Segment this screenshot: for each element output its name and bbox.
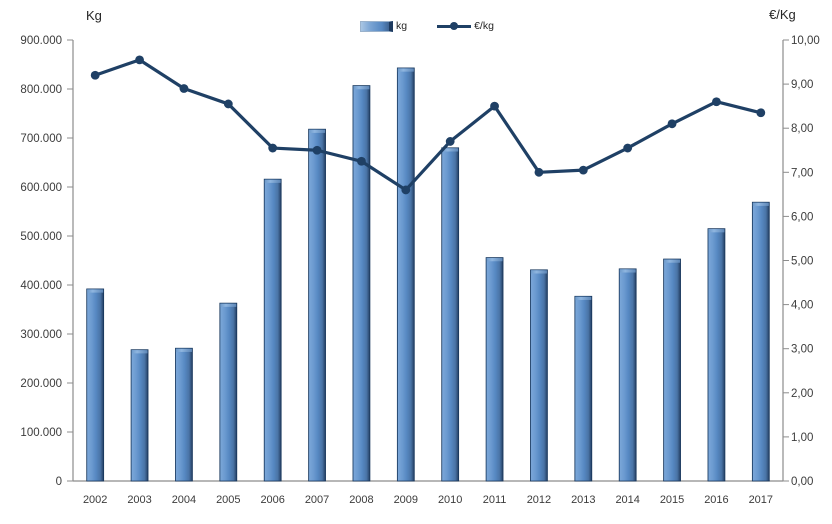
line-point-2008	[357, 156, 366, 166]
legend-item-kg: kg	[360, 20, 407, 32]
y-right-tick-label: 7,00	[791, 167, 813, 179]
x-label-2003: 2003	[127, 494, 151, 506]
bar-cap-2015	[664, 259, 681, 263]
bar-cap-2017	[752, 202, 769, 206]
x-label-2012: 2012	[527, 494, 551, 506]
bar-2017	[751, 201, 770, 482]
bar-cap-2008	[353, 86, 370, 90]
x-label-2002: 2002	[83, 494, 107, 506]
x-label-2009: 2009	[394, 494, 418, 506]
y-right-tick-label: 5,00	[791, 256, 813, 268]
bar-cap-2010	[442, 148, 459, 152]
line-point-2014	[623, 143, 633, 153]
line-point-2011	[490, 101, 499, 111]
y-right-tick-label: 1,00	[791, 432, 813, 444]
y-left-tick-label: 500.000	[20, 231, 62, 243]
bar-cap-2007	[309, 129, 326, 133]
x-label-2007: 2007	[305, 494, 329, 506]
legend: kg €/kg	[360, 20, 494, 32]
y-left-tick-label: 100.000	[20, 427, 62, 439]
x-label-2013: 2013	[571, 494, 595, 506]
x-label-2010: 2010	[438, 494, 462, 506]
y-left-tick-label: 300.000	[20, 329, 62, 341]
line-point-2009	[401, 185, 411, 195]
bar-2007	[308, 128, 326, 482]
y-right-tick-label: 6,00	[791, 211, 813, 223]
price-line	[93, 58, 763, 192]
y-right-tick-label: 9,00	[791, 79, 813, 91]
bar-2003	[130, 349, 149, 482]
line-marker-icon	[450, 22, 459, 30]
y-left-tick-label: 0	[56, 476, 62, 488]
y-right-tick-label: 3,00	[791, 344, 813, 356]
x-label-2004: 2004	[172, 494, 196, 506]
x-label-2006: 2006	[260, 494, 284, 506]
line-point-2007	[312, 145, 322, 155]
legend-item-eur-per-kg: €/kg	[437, 20, 494, 32]
y-left-tick-label: 900.000	[20, 35, 62, 47]
bar-2015	[663, 258, 681, 482]
x-label-2016: 2016	[704, 494, 728, 506]
x-label-2011: 2011	[483, 494, 507, 506]
left-axis-title: Kg	[86, 8, 102, 23]
bar-2006	[263, 178, 282, 482]
line-point-2005	[223, 99, 233, 109]
y-right-tick-label: 10,00	[791, 35, 820, 47]
y-left-tick-label: 700.000	[20, 133, 62, 145]
line-point-2017	[756, 108, 766, 118]
bar-2002	[86, 288, 105, 482]
x-label-2014: 2014	[615, 494, 639, 506]
y-right-tick-label: 2,00	[791, 388, 813, 400]
bar-cap-2012	[530, 270, 547, 274]
line-point-2003	[135, 55, 144, 65]
bar-cap-2016	[708, 229, 725, 233]
bar-series-swatch	[360, 20, 393, 32]
x-label-2005: 2005	[216, 494, 240, 506]
legend-label-kg: kg	[396, 20, 408, 32]
bar-2014	[618, 268, 637, 482]
bar-cap-2014	[619, 269, 636, 273]
y-left-tick-label: 600.000	[20, 182, 62, 194]
line-point-2016	[712, 97, 721, 107]
bar-2013	[574, 295, 593, 482]
bar-cap-2009	[397, 68, 414, 72]
right-axis-title: €/Kg	[769, 7, 796, 22]
bar-2012	[530, 269, 548, 482]
y-left-tick-label: 800.000	[20, 84, 62, 96]
x-label-2015: 2015	[660, 494, 684, 506]
y-right-tick-label: 4,00	[791, 300, 813, 312]
bar-cap-2011	[486, 258, 503, 262]
x-label-2008: 2008	[349, 494, 373, 506]
bar-2005	[219, 302, 238, 482]
bar-2011	[485, 257, 504, 482]
y-right-tick-label: 8,00	[791, 123, 813, 135]
line-point-2006	[268, 143, 278, 153]
y-left-tick-label: 400.000	[20, 280, 62, 292]
bar-2009	[396, 67, 415, 482]
y-left-tick-label: 200.000	[20, 378, 62, 390]
line-series-swatch	[437, 22, 472, 30]
line-point-2012	[534, 167, 544, 177]
line-point-2004	[179, 84, 189, 93]
bar-cap-2006	[264, 179, 281, 183]
line-point-2015	[667, 119, 677, 129]
bar-2016	[707, 228, 726, 482]
bar-cap-2005	[220, 303, 237, 307]
bar-2010	[441, 147, 460, 482]
x-label-2017: 2017	[749, 494, 773, 506]
line-point-2002	[90, 70, 100, 80]
line-point-2013	[578, 165, 588, 175]
bar-cap-2013	[575, 296, 592, 300]
bar-cap-2002	[87, 289, 104, 293]
bar-2004	[175, 347, 193, 482]
legend-label-eur-per-kg: €/kg	[474, 20, 494, 32]
bar-cap-2003	[131, 350, 148, 354]
y-right-tick-label: 0,00	[791, 476, 813, 488]
bar-cap-2004	[175, 348, 192, 352]
line-point-2010	[445, 137, 455, 146]
bar-2008	[352, 85, 371, 482]
